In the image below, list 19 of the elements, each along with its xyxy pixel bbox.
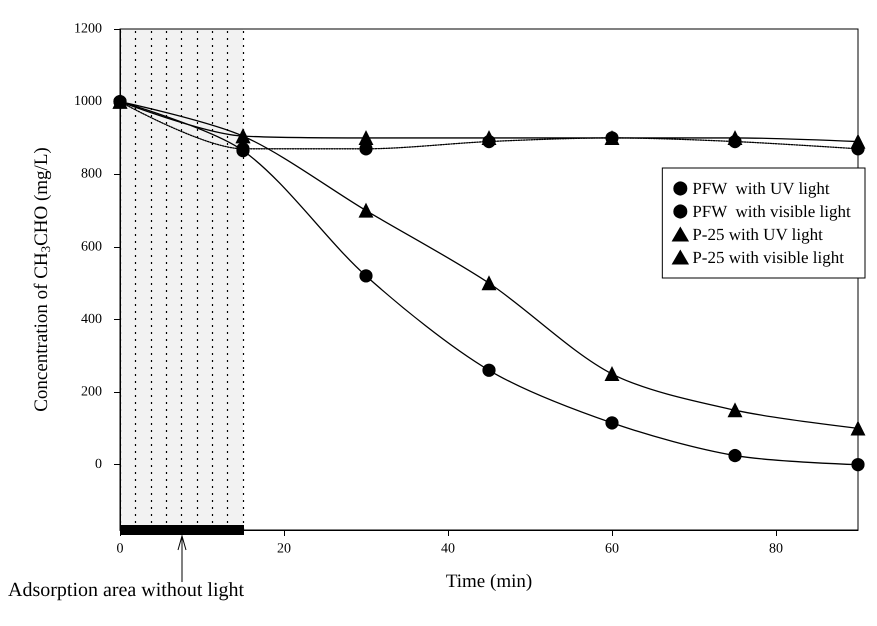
x-tick-label: 60 — [605, 542, 619, 556]
y-tick-label: 200 — [81, 384, 102, 400]
y-tick-label: 1000 — [74, 94, 102, 110]
x-axis-title: Time (min) — [446, 571, 532, 592]
y-tick-label: 0 — [95, 457, 102, 472]
legend-label: PFW with visible light — [692, 202, 851, 221]
legend-label: PFW with UV light — [692, 179, 830, 198]
x-tick-label: 0 — [116, 542, 124, 556]
x-tick-label: 20 — [277, 542, 291, 556]
y-axis-title: Concentration of CH3CHO (mg/L) — [31, 147, 53, 412]
y-tick-label: 800 — [81, 166, 102, 182]
legend-label: P-25 with visible light — [692, 248, 844, 267]
x-tick-label: 80 — [769, 542, 783, 556]
y-tick-label: 400 — [81, 312, 102, 327]
y-tick-label: 600 — [81, 239, 102, 254]
x-tick-label: 40 — [441, 542, 455, 556]
y-tick-label: 1200 — [74, 22, 102, 36]
legend-label: P-25 with UV light — [692, 225, 824, 244]
band-label: Adsorption area without light — [8, 579, 245, 601]
